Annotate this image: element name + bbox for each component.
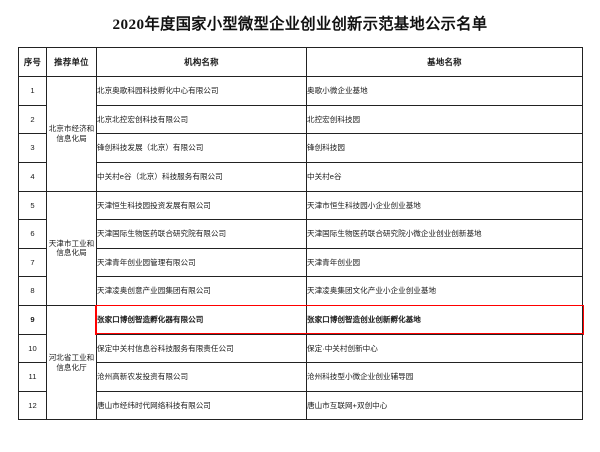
cell-organization-name: 天津凌奥创意产业园集团有限公司 <box>96 276 307 306</box>
column-header-index: 序号 <box>18 47 47 78</box>
page-title: 2020年度国家小型微型企业创业创新示范基地公示名单 <box>112 16 488 33</box>
table-row: 4 中关村e谷（北京）科技服务有限公司 中关村e谷 <box>18 162 583 192</box>
table-row: 11 沧州高新农发投资有限公司 沧州科技型小微企业创业辅导园 <box>18 362 583 392</box>
cell-base-name: 天津国际生物医药联合研究院小微企业创业创新基地 <box>306 219 583 249</box>
table-row: 5 天津市工业和信息化局 天津恒生科技园投资发展有限公司 天津市恒生科技园小企业创业基… <box>18 190 583 306</box>
cell-organization-name: 张家口博创智造孵化器有限公司 <box>96 304 307 335</box>
cell-organization-name: 北京北控宏创科技有限公司 <box>96 104 307 135</box>
cell-index: 7 <box>18 247 47 278</box>
cell-index: 12 <box>18 390 47 421</box>
table-row: 7 天津青年创业园管理有限公司 天津青年创业园 <box>18 247 583 278</box>
cell-index: 8 <box>18 276 47 306</box>
cell-index: 10 <box>18 333 47 364</box>
table-body: 1 北京市经济和信息化局 北京奥歌科园科技孵化中心有限公司 奥歌小微企业基地 2 北京北控… <box>18 76 583 421</box>
table-row: 1 北京市经济和信息化局 北京奥歌科园科技孵化中心有限公司 奥歌小微企业基地 <box>18 76 583 192</box>
cell-index: 6 <box>18 219 47 249</box>
cell-organization-name: 沧州高新农发投资有限公司 <box>96 362 307 392</box>
column-header-unit: 推荐单位 <box>46 47 97 78</box>
cell-index: 3 <box>18 133 47 164</box>
table-row: 2 北京北控宏创科技有限公司 北控宏创科技园 <box>18 104 583 135</box>
cell-organization-name: 天津青年创业园管理有限公司 <box>96 247 307 278</box>
table-row: 8 天津凌奥创意产业园集团有限公司 天津凌奥集团文化产业小企业创业基地 <box>18 276 583 306</box>
cell-base-name: 天津市恒生科技园小企业创业基地 <box>306 190 583 221</box>
cell-base-name: 中关村e谷 <box>306 162 583 192</box>
table-row: 6 天津国际生物医药联合研究院有限公司 天津国际生物医药联合研究院小微企业创业创新基… <box>18 219 583 249</box>
cell-index: 9 <box>18 304 47 335</box>
column-header-org: 机构名称 <box>96 47 307 78</box>
cell-base-name: 天津凌奥集团文化产业小企业创业基地 <box>306 276 583 306</box>
cell-recommending-unit: 北京市经济和信息化局 <box>46 76 97 192</box>
cell-index: 2 <box>18 104 47 135</box>
cell-index: 4 <box>18 162 47 192</box>
cell-base-name: 唐山市互联网+双创中心 <box>306 390 583 421</box>
cell-organization-name: 北京奥歌科园科技孵化中心有限公司 <box>96 76 307 106</box>
cell-recommending-unit: 天津市工业和信息化局 <box>46 190 97 306</box>
cell-base-name: 保定·中关村创新中心 <box>306 333 583 364</box>
table-header-row: 序号 推荐单位 机构名称 基地名称 <box>18 47 583 78</box>
cell-base-name: 锋创科技园 <box>306 133 583 164</box>
cell-base-name: 奥歌小微企业基地 <box>306 76 583 106</box>
cell-organization-name: 唐山市经纬时代网络科技有限公司 <box>96 390 307 421</box>
table-row: 9 河北省工业和信息化厅 张家口博创智造孵化器有限公司 张家口博创智造创业创新孵化基地 <box>18 304 583 421</box>
cell-base-name: 张家口博创智造创业创新孵化基地 <box>306 304 583 335</box>
cell-index: 5 <box>18 190 47 221</box>
cell-organization-name: 天津国际生物医药联合研究院有限公司 <box>96 219 307 249</box>
column-header-base: 基地名称 <box>306 47 583 78</box>
cell-base-name: 北控宏创科技园 <box>306 104 583 135</box>
cell-organization-name: 天津恒生科技园投资发展有限公司 <box>96 190 307 221</box>
table-row: 3 锋创科技发展（北京）有限公司 锋创科技园 <box>18 133 583 164</box>
cell-organization-name: 保定中关村信息谷科技服务有限责任公司 <box>96 333 307 364</box>
cell-recommending-unit: 河北省工业和信息化厅 <box>46 304 97 421</box>
table-row: 10 保定中关村信息谷科技服务有限责任公司 保定·中关村创新中心 <box>18 333 583 364</box>
cell-organization-name: 锋创科技发展（北京）有限公司 <box>96 133 307 164</box>
table-row: 12 唐山市经纬时代网络科技有限公司 唐山市互联网+双创中心 <box>18 390 583 421</box>
cell-index: 11 <box>18 362 47 392</box>
cell-base-name: 沧州科技型小微企业创业辅导园 <box>306 362 583 392</box>
cell-base-name: 天津青年创业园 <box>306 247 583 278</box>
cell-organization-name: 中关村e谷（北京）科技服务有限公司 <box>96 162 307 192</box>
table-container: 序号 推荐单位 机构名称 基地名称 1 北京市经济和信息化局 北京奥歌科园科技孵化中… <box>18 47 585 421</box>
table-header: 序号 推荐单位 机构名称 基地名称 <box>18 47 583 78</box>
listing-table: 序号 推荐单位 机构名称 基地名称 1 北京市经济和信息化局 北京奥歌科园科技孵化中… <box>18 47 583 421</box>
cell-index: 1 <box>18 76 47 106</box>
